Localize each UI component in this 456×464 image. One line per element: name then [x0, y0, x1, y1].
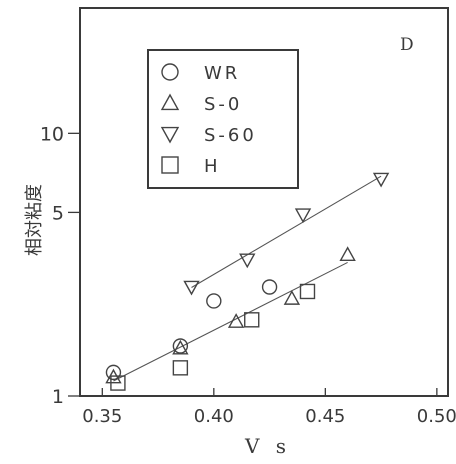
x-tick-label: 0.35 — [82, 406, 122, 427]
panel-label: D — [400, 35, 414, 55]
legend-label: WR — [204, 63, 240, 84]
legend-box — [147, 49, 299, 189]
fit-line-s-0 — [113, 261, 348, 382]
data-points — [105, 172, 390, 391]
point-triangle-up — [160, 93, 180, 111]
point-circle — [161, 63, 179, 81]
point-triangle-down — [160, 126, 180, 144]
point-triangle-up — [172, 339, 189, 355]
y-tick-label: 5 — [52, 202, 64, 224]
point-circle — [206, 293, 222, 309]
legend-label: S-0 — [204, 94, 242, 115]
point-triangle-up — [339, 246, 356, 262]
fit-line-s-60 — [191, 175, 382, 289]
point-triangle-up — [227, 313, 245, 328]
point-circle — [105, 364, 122, 381]
y-tick-label: 1 — [52, 386, 64, 408]
legend-label: S-60 — [204, 125, 257, 146]
point-triangle-down — [294, 208, 312, 224]
y-axis-title: 相対粘度 — [24, 184, 45, 256]
legend: WR S-0 S-60 H — [147, 49, 299, 189]
point-triangle-down — [183, 280, 200, 296]
point-square — [299, 283, 316, 300]
point-square — [172, 360, 189, 376]
legend-label: H — [204, 156, 221, 177]
plot-area — [79, 7, 449, 397]
point-circle — [261, 279, 278, 295]
x-axis: 0.35 0.40 0.45 0.50 — [82, 388, 456, 427]
x-tick-label: 0.45 — [305, 406, 345, 427]
point-square — [161, 156, 179, 174]
y-tick-label: 10 — [40, 123, 64, 145]
point-circle — [172, 338, 189, 354]
x-tick-label: 0.40 — [194, 406, 234, 427]
point-square — [110, 375, 126, 391]
point-triangle-down — [372, 172, 390, 188]
fit-lines — [113, 175, 382, 382]
point-square — [244, 312, 260, 328]
plot-border — [79, 7, 449, 397]
x-axis-title: V s — [244, 434, 291, 458]
x-tick-label: 0.50 — [417, 406, 456, 427]
point-triangle-up — [283, 290, 301, 305]
point-triangle-down — [239, 253, 256, 269]
